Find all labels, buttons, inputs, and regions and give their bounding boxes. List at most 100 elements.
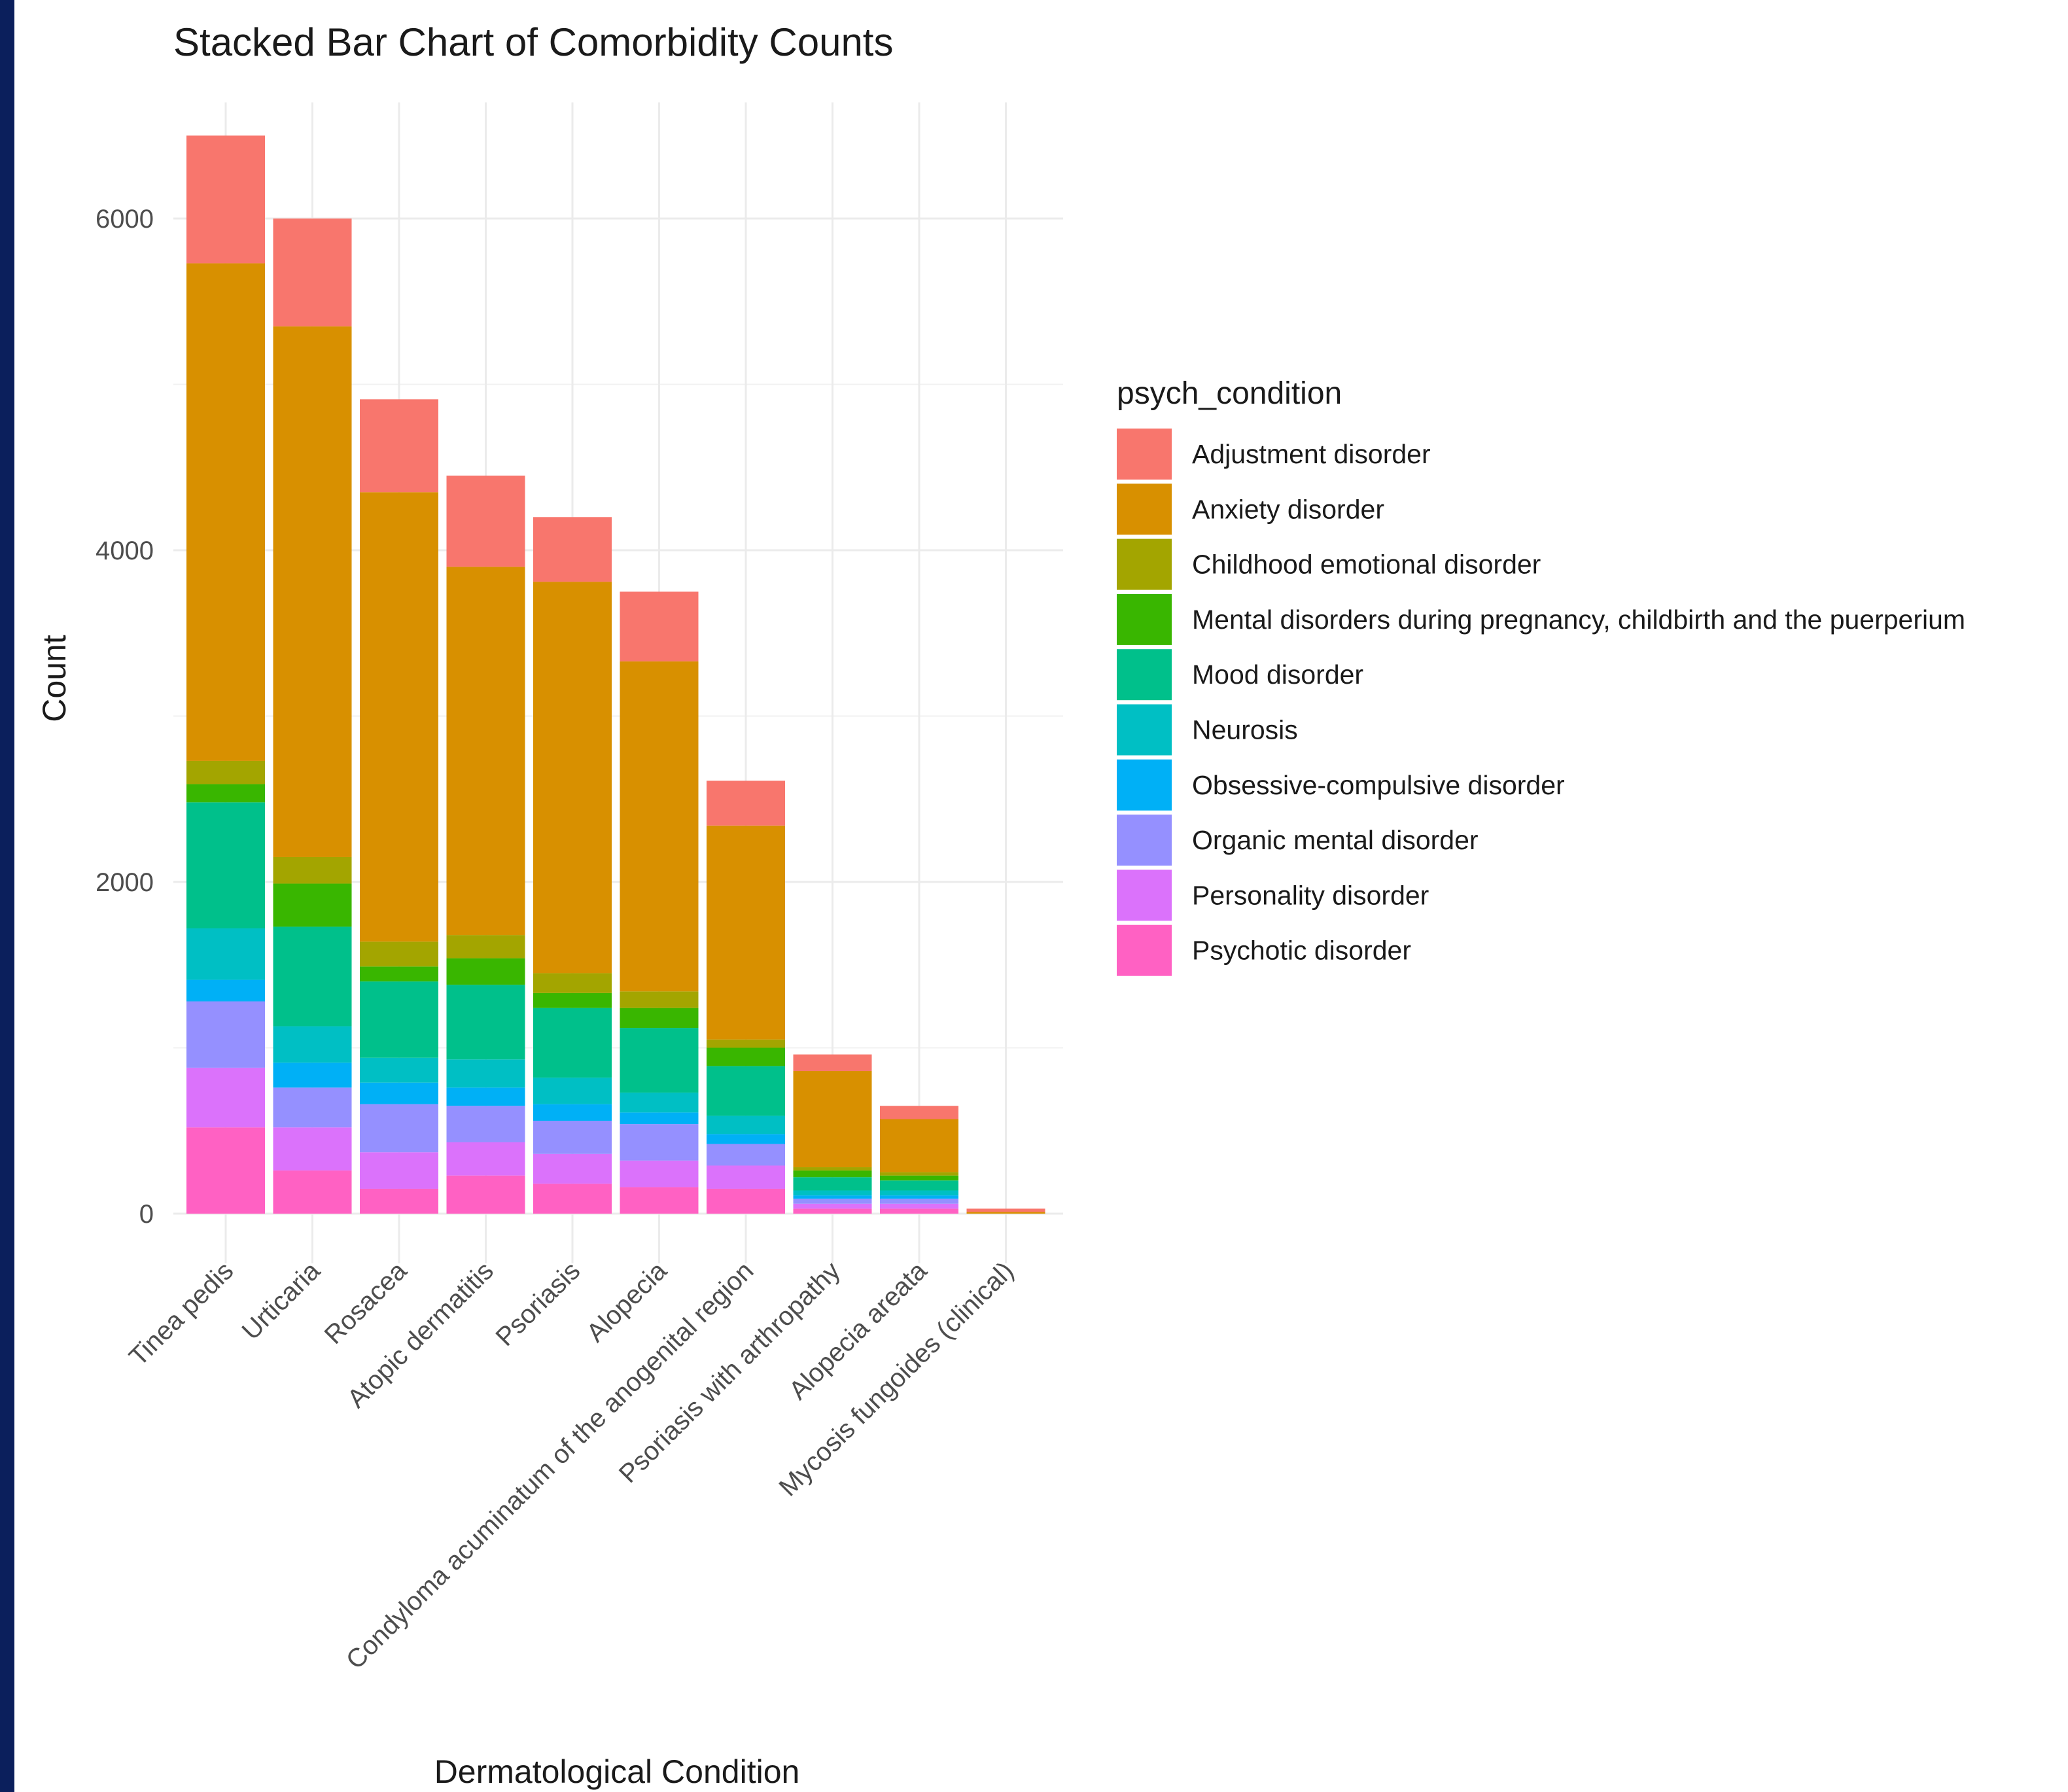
- bar-segment: [707, 1165, 785, 1189]
- y-tick-label: 6000: [96, 205, 154, 234]
- legend-swatch: [1117, 924, 1172, 976]
- legend-swatch: [1117, 593, 1172, 645]
- bar-segment: [620, 1112, 699, 1125]
- x-tick-label: Alopecia: [581, 1256, 673, 1348]
- bar-segment: [360, 1104, 438, 1153]
- legend-swatch: [1117, 870, 1172, 921]
- bars: [186, 135, 1045, 1214]
- legend-swatch: [1117, 759, 1172, 811]
- bar-segment: [880, 1208, 958, 1214]
- bar-segment: [533, 582, 612, 974]
- x-tick-label: Condyloma acuminatum of the anogenital r…: [341, 1256, 760, 1675]
- legend-label: Mental disorders during pregnancy, child…: [1192, 605, 1965, 635]
- x-tick-label: Tinea pedis: [124, 1256, 239, 1371]
- legend-label: Mood disorder: [1192, 659, 1363, 690]
- bar-segment: [446, 567, 525, 936]
- bar-segment: [273, 926, 352, 1027]
- x-tick-label: Atopic dermatitis: [342, 1256, 499, 1413]
- legend-label: Organic mental disorder: [1192, 825, 1479, 855]
- bar-segment: [446, 1106, 525, 1142]
- bar-segment: [186, 263, 265, 761]
- bar-segment: [707, 1047, 785, 1066]
- bar-segment: [707, 1144, 785, 1166]
- bar-segment: [186, 135, 265, 264]
- bar-segment: [533, 993, 612, 1008]
- bar-segment: [360, 492, 438, 942]
- bar-segment: [880, 1175, 958, 1181]
- bar-segment: [966, 1212, 1045, 1214]
- bar-segment: [707, 1116, 785, 1134]
- x-axis-title: Dermatological Condition: [434, 1753, 800, 1790]
- bar-segment: [360, 966, 438, 982]
- bar-segment: [186, 802, 265, 928]
- y-tick-label: 2000: [96, 868, 154, 897]
- bar-segment: [880, 1199, 958, 1204]
- legend-label: Psychotic disorder: [1192, 936, 1411, 966]
- bar-segment: [880, 1180, 958, 1191]
- bar-segment: [446, 1059, 525, 1088]
- chart-title: Stacked Bar Chart of Comorbidity Counts: [173, 20, 893, 64]
- bar-segment: [793, 1167, 872, 1171]
- bar-segment: [793, 1208, 872, 1214]
- bar-segment: [620, 1008, 699, 1028]
- bar-segment: [273, 856, 352, 884]
- bar-segment: [273, 883, 352, 927]
- legend-label: Neurosis: [1192, 715, 1298, 745]
- bar-segment: [273, 326, 352, 857]
- bar-segment: [533, 973, 612, 993]
- bar-segment: [620, 991, 699, 1008]
- bar-segment: [707, 1039, 785, 1048]
- bar-segment: [707, 1066, 785, 1116]
- bar-segment: [533, 1104, 612, 1121]
- y-axis-ticks: 0 2000 4000 6000: [96, 205, 154, 1229]
- bar-segment: [793, 1190, 872, 1196]
- legend-label: Personality disorder: [1192, 880, 1429, 910]
- bar-segment: [360, 1082, 438, 1104]
- legend-swatch: [1117, 538, 1172, 590]
- bar-segment: [620, 591, 699, 661]
- bar-segment: [446, 1087, 525, 1106]
- x-tick-label: Urticaria: [236, 1256, 326, 1346]
- bar-segment: [360, 399, 438, 493]
- bar-segment: [707, 1188, 785, 1214]
- bar-segment: [186, 1127, 265, 1214]
- bar-segment: [707, 825, 785, 1040]
- bar-segment: [273, 219, 352, 326]
- bar-segment: [533, 1153, 612, 1184]
- bar-segment: [186, 760, 265, 784]
- bar-segment: [793, 1195, 872, 1199]
- legend: Adjustment disorder Anxiety disorder Child…: [1117, 429, 1965, 976]
- legend-swatch: [1117, 429, 1172, 480]
- bar-segment: [360, 1188, 438, 1214]
- legend-swatch: [1117, 704, 1172, 756]
- bar-segment: [707, 1134, 785, 1144]
- legend-swatch: [1117, 483, 1172, 535]
- bar-segment: [446, 475, 525, 567]
- bar-segment: [880, 1190, 958, 1196]
- y-tick-label: 4000: [96, 536, 154, 565]
- bar-segment: [186, 928, 265, 980]
- bar-segment: [360, 941, 438, 967]
- bar-segment: [793, 1170, 872, 1178]
- bar-segment: [273, 1063, 352, 1088]
- bar-segment: [793, 1177, 872, 1191]
- bar-segment: [186, 1067, 265, 1128]
- bar-segment: [446, 958, 525, 985]
- y-axis-title: Count: [36, 635, 73, 722]
- bar-segment: [533, 517, 612, 582]
- left-edge-bar: [0, 0, 14, 1792]
- bar-segment: [966, 1208, 1045, 1212]
- bar-segment: [880, 1195, 958, 1199]
- bar-segment: [186, 1001, 265, 1068]
- bar-segment: [360, 1152, 438, 1189]
- bar-segment: [880, 1172, 958, 1176]
- bar-segment: [620, 1028, 699, 1093]
- bar-segment: [620, 1092, 699, 1113]
- bar-segment: [446, 1175, 525, 1214]
- bar-segment: [533, 1121, 612, 1154]
- legend-label: Anxiety disorder: [1192, 494, 1384, 524]
- legend-swatch: [1117, 815, 1172, 866]
- bar-segment: [620, 1187, 699, 1214]
